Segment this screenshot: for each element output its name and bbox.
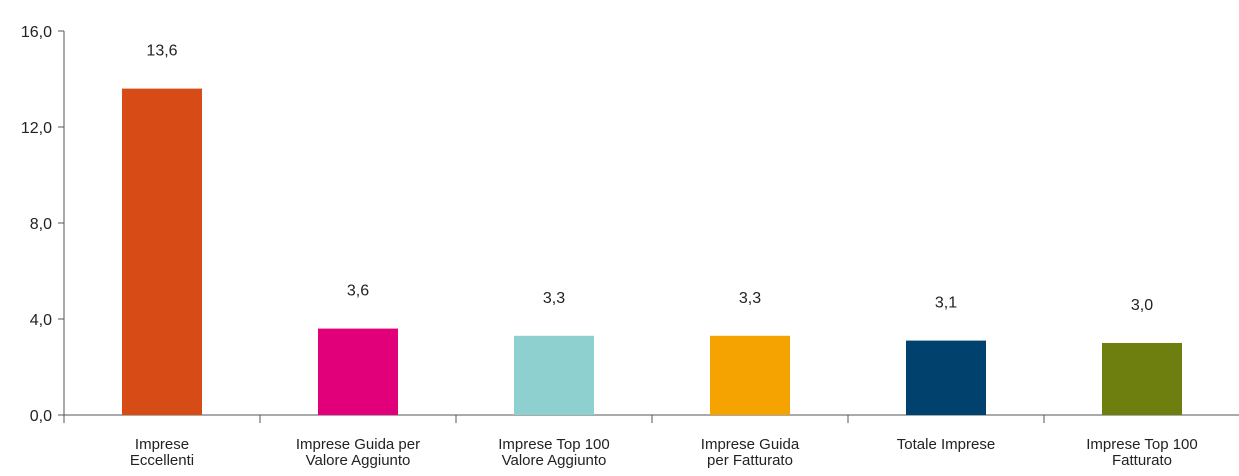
category-label-line: Imprese Guida — [701, 436, 800, 453]
category-label: Imprese Guida per Valore Aggiunto — [296, 436, 420, 469]
y-tick-label: 4,0 — [30, 312, 52, 329]
data-label: 3,1 — [935, 295, 957, 312]
data-label: 3,3 — [543, 290, 565, 307]
bar — [514, 335, 594, 415]
data-label: 3,6 — [347, 283, 369, 300]
y-tick-label: 16,0 — [21, 24, 52, 41]
category-label-line: Imprese — [135, 436, 189, 453]
category-label-line: per Fatturato — [707, 452, 793, 469]
category-label-line: Imprese Top 100 — [498, 436, 609, 453]
y-tick-label: 12,0 — [21, 120, 52, 137]
bar — [318, 328, 398, 415]
bar — [906, 340, 986, 415]
bar — [122, 88, 202, 415]
data-labels: 13,6 3,6 3,3 3,3 3,1 3,0 — [146, 43, 1153, 314]
category-label: Imprese Top 100 Valore Aggiunto — [498, 436, 609, 469]
y-tick-label: 0,0 — [30, 408, 52, 425]
category-label: Imprese Guida per Fatturato — [701, 436, 800, 469]
category-label-line: Totale Imprese — [897, 436, 995, 453]
y-axis: 0,0 4,0 8,0 12,0 16,0 — [21, 24, 65, 425]
category-label-line: Valore Aggiunto — [502, 452, 607, 469]
bar — [710, 335, 790, 415]
category-label-line: Imprese Guida per — [296, 436, 420, 453]
bars — [122, 88, 1182, 415]
category-label: Imprese Eccellenti — [130, 436, 194, 469]
category-label-line: Fatturato — [1112, 452, 1172, 469]
category-label-line: Imprese Top 100 — [1086, 436, 1197, 453]
category-label-line: Valore Aggiunto — [306, 452, 411, 469]
x-axis — [63, 414, 1239, 423]
category-label-line: Eccellenti — [130, 452, 194, 469]
data-label: 3,0 — [1131, 297, 1153, 314]
data-label: 3,3 — [739, 290, 761, 307]
category-label: Totale Imprese — [897, 436, 995, 453]
category-label: Imprese Top 100 Fatturato — [1086, 436, 1197, 469]
bar — [1102, 343, 1182, 415]
data-label: 13,6 — [146, 43, 177, 60]
y-tick-label: 8,0 — [30, 216, 52, 233]
